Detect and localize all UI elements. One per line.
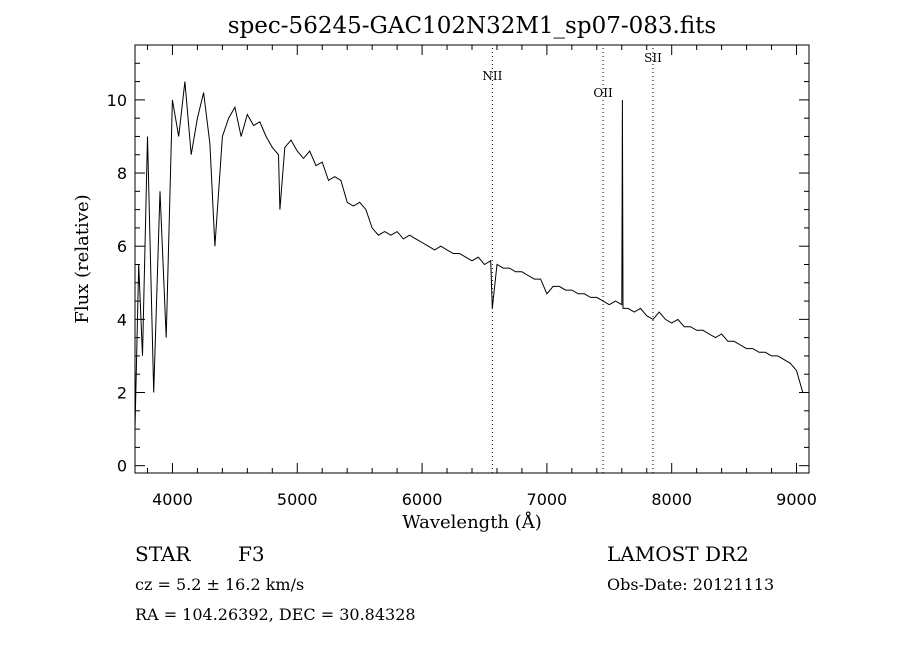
- x-tick-label: 9000: [776, 490, 817, 509]
- x-tick-label: 8000: [651, 490, 692, 509]
- spectrum-line: [134, 81, 804, 430]
- ra-dec: RA = 104.26392, DEC = 30.84328: [135, 605, 416, 624]
- annotation-label: SII: [644, 51, 662, 65]
- survey-name: LAMOST DR2: [607, 542, 749, 566]
- chart-title: spec-56245-GAC102N32M1_sp07-083.fits: [228, 13, 716, 39]
- axis-ticks: [135, 45, 809, 473]
- x-tick-labels: 4000 5000 6000 7000 8000 9000: [152, 490, 817, 509]
- y-tick-label: 2: [117, 384, 127, 403]
- observation-date: Obs-Date: 20121113: [607, 575, 775, 594]
- spectral-subclass: F3: [238, 542, 265, 566]
- y-tick-label: 8: [117, 164, 127, 183]
- y-tick-label: 4: [117, 310, 127, 329]
- x-tick-label: 7000: [527, 490, 568, 509]
- x-tick-label: 6000: [402, 490, 443, 509]
- x-tick-label: 4000: [152, 490, 193, 509]
- x-axis-label: Wavelength (Å): [402, 511, 542, 533]
- x-tick-label: 5000: [277, 490, 318, 509]
- y-axis-label: Flux (relative): [72, 194, 93, 323]
- line-annotations: NII OII SII: [482, 47, 662, 473]
- y-tick-label: 0: [117, 457, 127, 476]
- plot-frame: [134, 44, 810, 474]
- y-tick-label: 6: [117, 237, 127, 256]
- annotation-label: OII: [593, 86, 613, 100]
- annotation-label: NII: [482, 69, 502, 83]
- y-tick-label: 10: [107, 91, 127, 110]
- redshift-cz: cz = 5.2 ± 16.2 km/s: [135, 575, 305, 594]
- y-tick-labels: 0 2 4 6 8 10: [107, 91, 127, 476]
- object-class: STAR: [135, 542, 191, 566]
